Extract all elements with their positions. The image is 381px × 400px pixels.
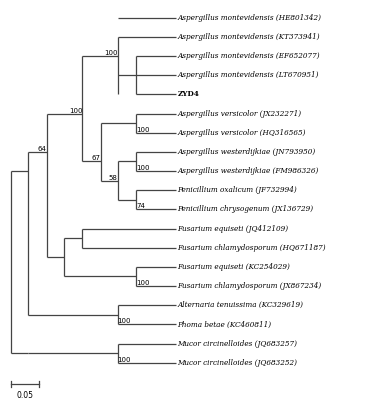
Text: Aspergillus westerdijkiae (FM986326): Aspergillus westerdijkiae (FM986326) (178, 167, 319, 175)
Text: Fusarium chlamydosporum (JX867234): Fusarium chlamydosporum (JX867234) (178, 282, 322, 290)
Text: Fusarium equiseti (JQ412109): Fusarium equiseti (JQ412109) (178, 224, 288, 232)
Text: 100: 100 (118, 318, 131, 324)
Text: Aspergillus montevidensis (KT373941): Aspergillus montevidensis (KT373941) (178, 33, 320, 41)
Text: Aspergillus montevidensis (HE801342): Aspergillus montevidensis (HE801342) (178, 14, 322, 22)
Text: 67: 67 (92, 156, 101, 162)
Text: 58: 58 (109, 175, 118, 181)
Text: Penicillium oxalicum (JF732994): Penicillium oxalicum (JF732994) (178, 186, 297, 194)
Text: Aspergillus montevidensis (LT670951): Aspergillus montevidensis (LT670951) (178, 71, 319, 79)
Text: Aspergillus versicolor (JX232271): Aspergillus versicolor (JX232271) (178, 110, 301, 118)
Text: Fusarium chlamydosporum (HQ671187): Fusarium chlamydosporum (HQ671187) (178, 244, 326, 252)
Text: Mucor circinelloides (JQ683257): Mucor circinelloides (JQ683257) (178, 340, 298, 348)
Text: Aspergillus versicolor (HQ316565): Aspergillus versicolor (HQ316565) (178, 129, 306, 137)
Text: 100: 100 (69, 108, 82, 114)
Text: Penicillium chrysogenum (JX136729): Penicillium chrysogenum (JX136729) (178, 205, 314, 213)
Text: 100: 100 (118, 357, 131, 363)
Text: 100: 100 (104, 50, 118, 56)
Text: Aspergillus westerdijkiae (JN793950): Aspergillus westerdijkiae (JN793950) (178, 148, 316, 156)
Text: Fusarium equiseti (KC254029): Fusarium equiseti (KC254029) (178, 263, 290, 271)
Text: 100: 100 (136, 280, 150, 286)
Text: 100: 100 (136, 127, 150, 133)
Text: Aspergillus montevidensis (EF652077): Aspergillus montevidensis (EF652077) (178, 52, 320, 60)
Text: 64: 64 (38, 146, 47, 152)
Text: Alternaria tenuissima (KC329619): Alternaria tenuissima (KC329619) (178, 301, 303, 309)
Text: ZYD4: ZYD4 (178, 90, 199, 98)
Text: 0.05: 0.05 (17, 391, 34, 400)
Text: Mucor circinelloides (JQ683252): Mucor circinelloides (JQ683252) (178, 359, 298, 367)
Text: Phoma betae (KC460811): Phoma betae (KC460811) (178, 320, 272, 328)
Text: 100: 100 (136, 165, 150, 171)
Text: 74: 74 (136, 203, 145, 209)
